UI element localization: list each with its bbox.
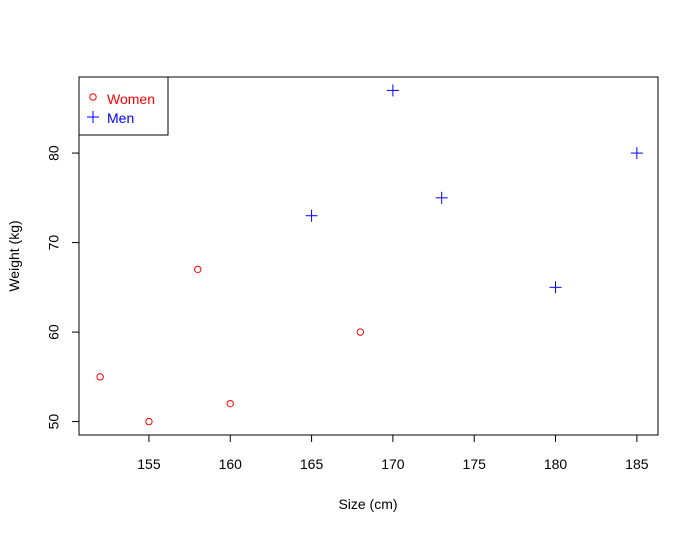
y-tick-label: 50 [46,414,62,430]
x-tick-label: 180 [544,456,568,472]
data-points [96,84,643,426]
x-tick-label: 160 [219,456,243,472]
point-women [194,265,202,274]
point-women [356,328,365,336]
legend-men-label: Men [107,110,134,126]
x-tick-label: 170 [381,456,405,472]
point-men [549,281,562,294]
point-women [96,373,104,381]
point-women [145,417,153,426]
legend-men-marker [87,111,99,123]
point-men [305,209,318,222]
y-tick-label: 80 [46,145,62,161]
legend-women-marker [89,93,97,101]
legend: Women Men [78,76,169,136]
point-men [435,191,448,204]
x-axis: 155 160 165 170 175 180 185 [137,434,649,472]
y-axis: 50 60 70 80 [46,145,80,430]
y-tick-label: 60 [46,324,62,340]
legend-box [78,76,169,136]
x-tick-label: 155 [137,456,161,472]
x-tick-label: 175 [463,456,487,472]
x-tick-label: 165 [300,456,324,472]
y-axis-label: Weight (kg) [6,220,22,291]
x-tick-label: 185 [625,456,649,472]
y-tick-label: 70 [46,235,62,251]
point-men [630,147,643,160]
point-women [226,399,234,408]
legend-women-label: Women [107,91,155,107]
x-axis-label: Size (cm) [338,496,397,512]
point-men [386,84,399,97]
